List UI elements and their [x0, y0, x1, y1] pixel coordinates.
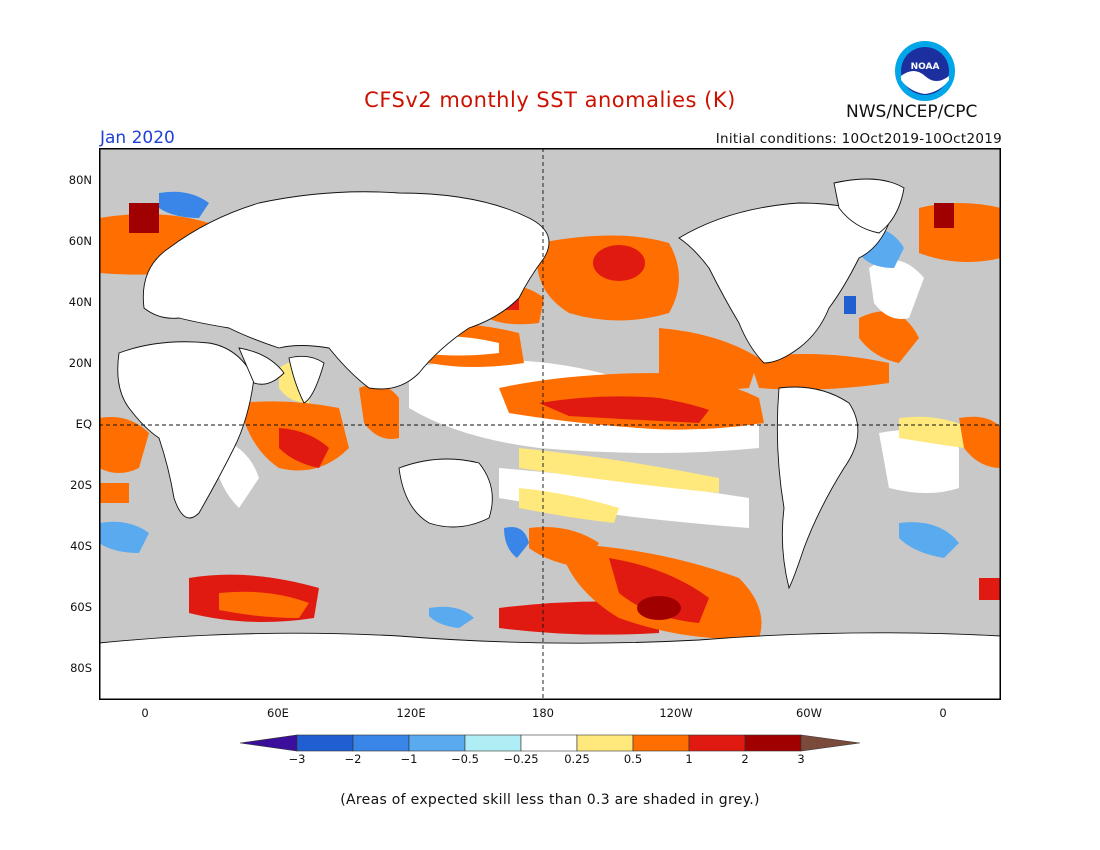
colorbar-label: −0.5 [451, 752, 479, 766]
lat-label-20s: 20S [70, 478, 92, 492]
anomaly-fields [99, 191, 1001, 639]
colorbar-segment [744, 734, 802, 752]
colorbar-label: −2 [344, 752, 362, 766]
colorbar-label: 0.25 [564, 752, 590, 766]
colorbar-segment [688, 734, 746, 752]
lon-label-60w: 60W [795, 706, 822, 720]
colorbar-segment [464, 734, 522, 752]
sst-anomaly-map [99, 148, 1001, 700]
map-frame [99, 148, 1001, 700]
colorbar-label: 2 [741, 752, 749, 766]
lon-label-180: 180 [532, 706, 554, 720]
colorbar-label: −0.25 [503, 752, 539, 766]
colorbar-segment [352, 734, 410, 752]
skill-note: (Areas of expected skill less than 0.3 a… [340, 792, 760, 808]
lat-label-80n: 80N [68, 173, 92, 187]
colorbar-min-arrow [240, 734, 298, 752]
colorbar-label: 1 [685, 752, 693, 766]
colorbar-segment [632, 734, 690, 752]
lat-label-60n: 60N [68, 234, 92, 248]
lon-label-120w: 120W [659, 706, 693, 720]
lon-label-0-right: 0 [939, 706, 947, 720]
colorbar-segment [576, 734, 634, 752]
agency-label: NWS/NCEP/CPC [846, 102, 978, 122]
colorbar-label: 0.5 [623, 752, 643, 766]
lat-label-60s: 60S [70, 600, 92, 614]
lat-label-20n: 20N [68, 356, 92, 370]
graticule [99, 148, 1001, 700]
colorbar-segment [296, 734, 354, 752]
lon-label-60e: 60E [267, 706, 289, 720]
colorbar [240, 734, 860, 752]
lat-label-80s: 80S [70, 661, 92, 675]
noaa-logo: NOAA [895, 41, 955, 101]
svg-text:NOAA: NOAA [911, 62, 940, 72]
colorbar-label: 3 [797, 752, 805, 766]
colorbar-segment [520, 734, 578, 752]
colorbar-max-arrow [800, 734, 860, 752]
lat-label-eq: EQ [75, 417, 92, 431]
lon-label-0-left: 0 [141, 706, 149, 720]
colorbar-label: −1 [400, 752, 418, 766]
initial-conditions: Initial conditions: 10Oct2019-10Oct2019 [715, 131, 1002, 147]
forecast-month: Jan 2020 [100, 128, 175, 148]
lat-label-40s: 40S [70, 539, 92, 553]
lat-label-40n: 40N [68, 295, 92, 309]
colorbar-segment [408, 734, 466, 752]
chart-title: CFSv2 monthly SST anomalies (K) [364, 88, 736, 112]
colorbar-label: −3 [288, 752, 306, 766]
continents [99, 178, 1001, 700]
lon-label-120e: 120E [396, 706, 426, 720]
